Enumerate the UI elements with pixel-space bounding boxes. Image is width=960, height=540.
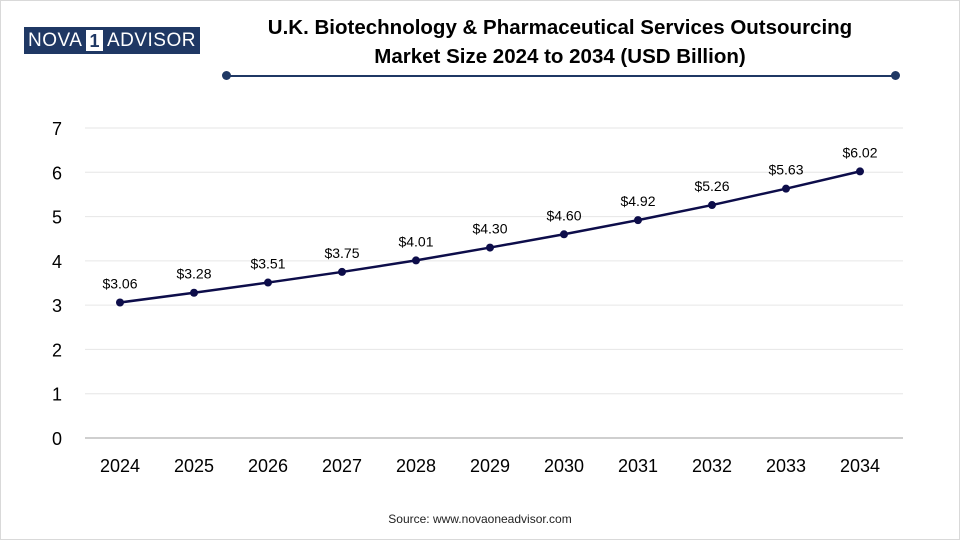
data-point-2024 — [116, 298, 124, 307]
y-tick-label-4: 4 — [52, 252, 62, 272]
data-point-2027 — [338, 267, 346, 276]
chart-title-line-2: Market Size 2024 to 2034 (USD Billion) — [374, 45, 746, 68]
x-axis-tick-labels: 2024 2025 2026 2027 2028 2029 2030 2031 2032 2033… — [100, 456, 880, 476]
data-points — [116, 167, 864, 307]
source-note: Source: www.novaoneadvisor.com — [388, 512, 572, 526]
chart-title: U.K. Biotechnology & Pharmaceutical Serv… — [210, 13, 910, 71]
x-tick-label-2024: 2024 — [100, 456, 140, 476]
data-point-2031 — [634, 216, 642, 225]
y-tick-label-0: 0 — [52, 429, 62, 449]
y-tick-label-3: 3 — [52, 296, 62, 316]
x-tick-label-2031: 2031 — [618, 456, 658, 476]
data-point-2026 — [264, 278, 272, 287]
x-tick-label-2025: 2025 — [174, 456, 214, 476]
data-label-2030: $4.60 — [546, 207, 581, 223]
data-point-2034 — [856, 167, 864, 176]
x-tick-label-2033: 2033 — [766, 456, 806, 476]
underline-right-dot — [891, 71, 900, 80]
y-tick-label-5: 5 — [52, 208, 62, 228]
data-point-2029 — [486, 243, 494, 252]
logo-text-mid: 1 — [86, 30, 103, 51]
underline-left-dot — [222, 71, 231, 80]
x-tick-label-2026: 2026 — [248, 456, 288, 476]
data-point-2033 — [782, 184, 790, 193]
data-label-2027: $3.75 — [324, 245, 359, 261]
data-point-2032 — [708, 201, 716, 210]
gridlines — [85, 127, 903, 395]
data-label-2034: $6.02 — [842, 144, 877, 160]
data-labels: $3.06 $3.28 $3.51 $3.75 $4.01 $4.30 $4.60 $4.92… — [102, 144, 877, 291]
x-tick-label-2034: 2034 — [840, 456, 880, 476]
series-line — [119, 170, 861, 304]
x-tick-label-2032: 2032 — [692, 456, 732, 476]
y-tick-label-2: 2 — [52, 340, 62, 360]
y-tick-label-1: 1 — [52, 385, 62, 405]
logo-text-right: ADVISOR — [106, 30, 196, 51]
y-axis-tick-labels: 0 1 2 3 4 5 6 7 — [52, 119, 62, 449]
data-point-2025 — [190, 288, 198, 297]
y-tick-label-7: 7 — [52, 119, 62, 139]
chart-title-line-1: U.K. Biotechnology & Pharmaceutical Serv… — [267, 16, 853, 39]
x-tick-label-2029: 2029 — [470, 456, 510, 476]
data-label-2028: $4.01 — [398, 233, 433, 249]
data-label-2026: $3.51 — [250, 256, 285, 272]
data-label-2033: $5.63 — [768, 162, 803, 178]
data-point-2028 — [412, 256, 420, 265]
y-tick-label-6: 6 — [52, 163, 62, 183]
title-underline — [227, 75, 897, 77]
data-label-2032: $5.26 — [694, 178, 729, 194]
data-label-2025: $3.28 — [176, 266, 211, 282]
data-point-2030 — [560, 230, 568, 239]
x-tick-label-2027: 2027 — [322, 456, 362, 476]
x-tick-label-2028: 2028 — [396, 456, 436, 476]
brand-logo: NOVA 1 ADVISOR — [24, 27, 200, 54]
data-label-2024: $3.06 — [102, 275, 137, 291]
x-tick-label-2030: 2030 — [544, 456, 584, 476]
data-label-2029: $4.30 — [472, 221, 507, 237]
data-label-2031: $4.92 — [620, 193, 655, 209]
logo-text-left: NOVA — [28, 30, 83, 51]
